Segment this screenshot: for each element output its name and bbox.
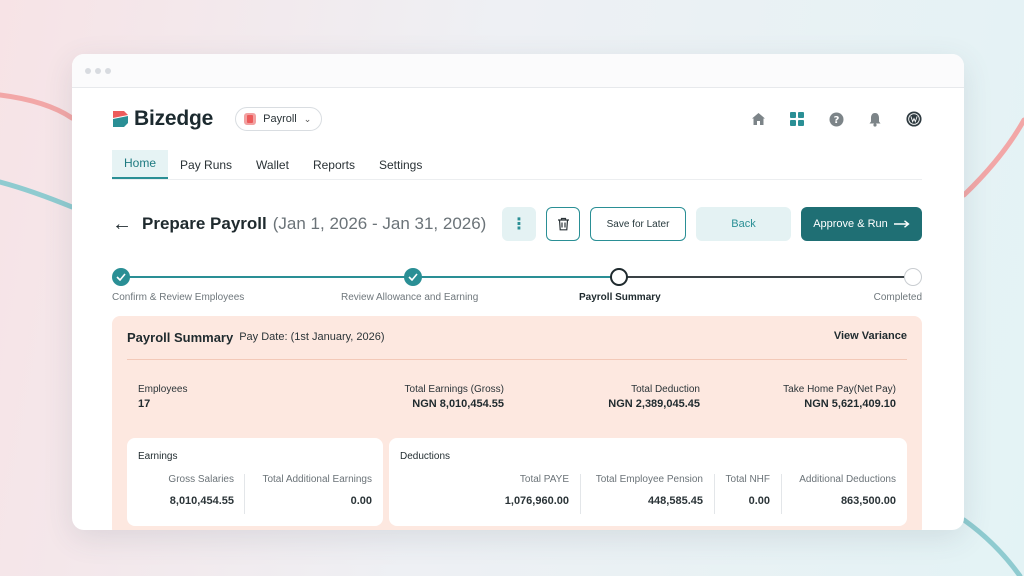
summary-title: Payroll Summary: [127, 330, 234, 345]
payroll-summary-card: Payroll Summary Pay Date: (1st January, …: [112, 316, 922, 530]
payroll-module-icon: [244, 113, 257, 125]
step-connector: [121, 276, 413, 278]
additional-earnings: Total Additional Earnings 0.00: [262, 474, 372, 514]
gross-salaries: Gross Salaries 8,010,454.55: [168, 474, 234, 514]
tab-pay-runs[interactable]: Pay Runs: [180, 158, 233, 172]
gross-salaries-label: Gross Salaries: [168, 474, 234, 485]
earnings-title: Earnings: [138, 451, 178, 462]
additional-earnings-label: Total Additional Earnings: [262, 474, 372, 485]
page-date-range: (Jan 1, 2026 - Jan 31, 2026): [272, 214, 487, 233]
metric-total-deduction: Total Deduction NGN 2,389,045.45: [608, 384, 700, 410]
top-bar: Bizedge Payroll ⌄ ?: [112, 104, 922, 134]
metric-take-home-pay: Take Home Pay(Net Pay) NGN 5,621,409.10: [783, 384, 896, 410]
step-label-completed: Completed: [873, 292, 922, 303]
earnings-panel: Earnings Gross Salaries 8,010,454.55 Tot…: [127, 438, 383, 526]
bell-icon[interactable]: [867, 111, 883, 127]
module-label: Payroll: [263, 113, 297, 125]
step-3-current-marker[interactable]: [610, 268, 628, 286]
pension-value: 448,585.45: [647, 495, 703, 507]
additional-deductions-label: Additional Deductions: [799, 474, 896, 485]
step-2-check-icon[interactable]: [404, 268, 422, 286]
step-connector: [619, 276, 911, 278]
logo-mark-icon: [113, 111, 128, 127]
metric-employees: Employees 17: [138, 384, 187, 410]
tab-settings[interactable]: Settings: [378, 158, 423, 172]
nav-tabs: Home Pay Runs Wallet Reports Settings: [112, 150, 922, 180]
column-divider: [244, 474, 245, 514]
tab-home[interactable]: Home: [112, 150, 169, 179]
step-1-check-icon[interactable]: [112, 268, 130, 286]
total-paye: Total PAYE 1,076,960.00: [505, 474, 569, 514]
approve-run-button[interactable]: Approve & Run: [801, 207, 922, 241]
summary-header: Payroll Summary Pay Date: (1st January, …: [127, 330, 907, 360]
metric-total-earnings: Total Earnings (Gross) NGN 8,010,454.55: [405, 384, 504, 410]
delete-button[interactable]: [546, 207, 580, 241]
metric-label: Total Earnings (Gross): [404, 384, 504, 395]
top-icons: ?: [750, 111, 922, 127]
additional-deductions: Additional Deductions 863,500.00: [799, 474, 896, 514]
metric-label: Employees: [138, 384, 188, 395]
step-label-confirm: Confirm & Review Employees: [112, 292, 245, 303]
apps-grid-icon[interactable]: [789, 111, 805, 127]
column-divider: [714, 474, 715, 514]
gross-salaries-value: 8,010,454.55: [169, 495, 234, 507]
additional-earnings-value: 0.00: [350, 495, 372, 507]
module-switcher[interactable]: Payroll ⌄: [235, 107, 323, 131]
step-label-review: Review Allowance and Earning: [341, 292, 479, 303]
tab-reports[interactable]: Reports: [312, 158, 355, 172]
logo-text: Bizedge: [134, 107, 214, 130]
page-header: ← Prepare Payroll (Jan 1, 2026 - Jan 31,…: [112, 207, 922, 241]
pay-date: Pay Date: (1st January, 2026): [239, 331, 385, 343]
save-for-later-button[interactable]: Save for Later: [590, 207, 686, 241]
metric-value: NGN 8,010,454.55: [412, 398, 504, 410]
progress-stepper: Confirm & Review Employees Review Allowa…: [112, 266, 922, 306]
window-dot: [105, 67, 111, 74]
window-titlebar: [72, 54, 964, 88]
back-arrow-icon[interactable]: ←: [112, 213, 132, 235]
total-nhf: Total NHF 0.00: [726, 474, 770, 514]
user-avatar[interactable]: [906, 111, 922, 127]
column-divider: [580, 474, 581, 514]
metric-label: Take Home Pay(Net Pay): [783, 384, 896, 395]
home-icon[interactable]: [750, 111, 766, 127]
page-title: Prepare Payroll: [142, 214, 267, 233]
window-dot: [85, 67, 91, 74]
help-icon[interactable]: ?: [828, 111, 844, 127]
step-connector: [413, 276, 619, 278]
svg-text:?: ?: [833, 115, 839, 126]
metric-value: NGN 2,389,045.45: [608, 398, 700, 410]
arrow-right-icon: [893, 220, 910, 228]
step-4-pending-marker[interactable]: [904, 268, 922, 286]
app-window: Bizedge Payroll ⌄ ? Home: [72, 54, 964, 530]
step-label-summary: Payroll Summary: [579, 292, 661, 303]
nhf-label: Total NHF: [725, 474, 770, 485]
nhf-value: 0.00: [748, 495, 770, 507]
more-options-button[interactable]: ⋮: [502, 207, 536, 241]
total-employee-pension: Total Employee Pension 448,585.45: [596, 474, 703, 514]
deductions-title: Deductions: [400, 451, 451, 462]
additional-deductions-value: 863,500.00: [840, 495, 896, 507]
column-divider: [781, 474, 782, 514]
total-paye-value: 1,076,960.00: [504, 495, 569, 507]
back-button[interactable]: Back: [696, 207, 791, 241]
view-variance-link[interactable]: View Variance: [833, 330, 907, 342]
trash-icon: [557, 217, 569, 231]
pension-label: Total Employee Pension: [595, 474, 703, 485]
tab-wallet[interactable]: Wallet: [256, 158, 289, 172]
deductions-panel: Deductions Total PAYE 1,076,960.00 Total…: [389, 438, 907, 526]
metric-label: Total Deduction: [631, 384, 700, 395]
chevron-down-icon: ⌄: [303, 113, 312, 124]
total-paye-label: Total PAYE: [519, 474, 569, 485]
metric-value: 17: [138, 398, 151, 410]
metric-value: NGN 5,621,409.10: [804, 398, 896, 410]
bizedge-logo[interactable]: Bizedge: [112, 107, 213, 131]
window-dot: [95, 67, 101, 74]
approve-run-label: Approve & Run: [813, 218, 888, 230]
